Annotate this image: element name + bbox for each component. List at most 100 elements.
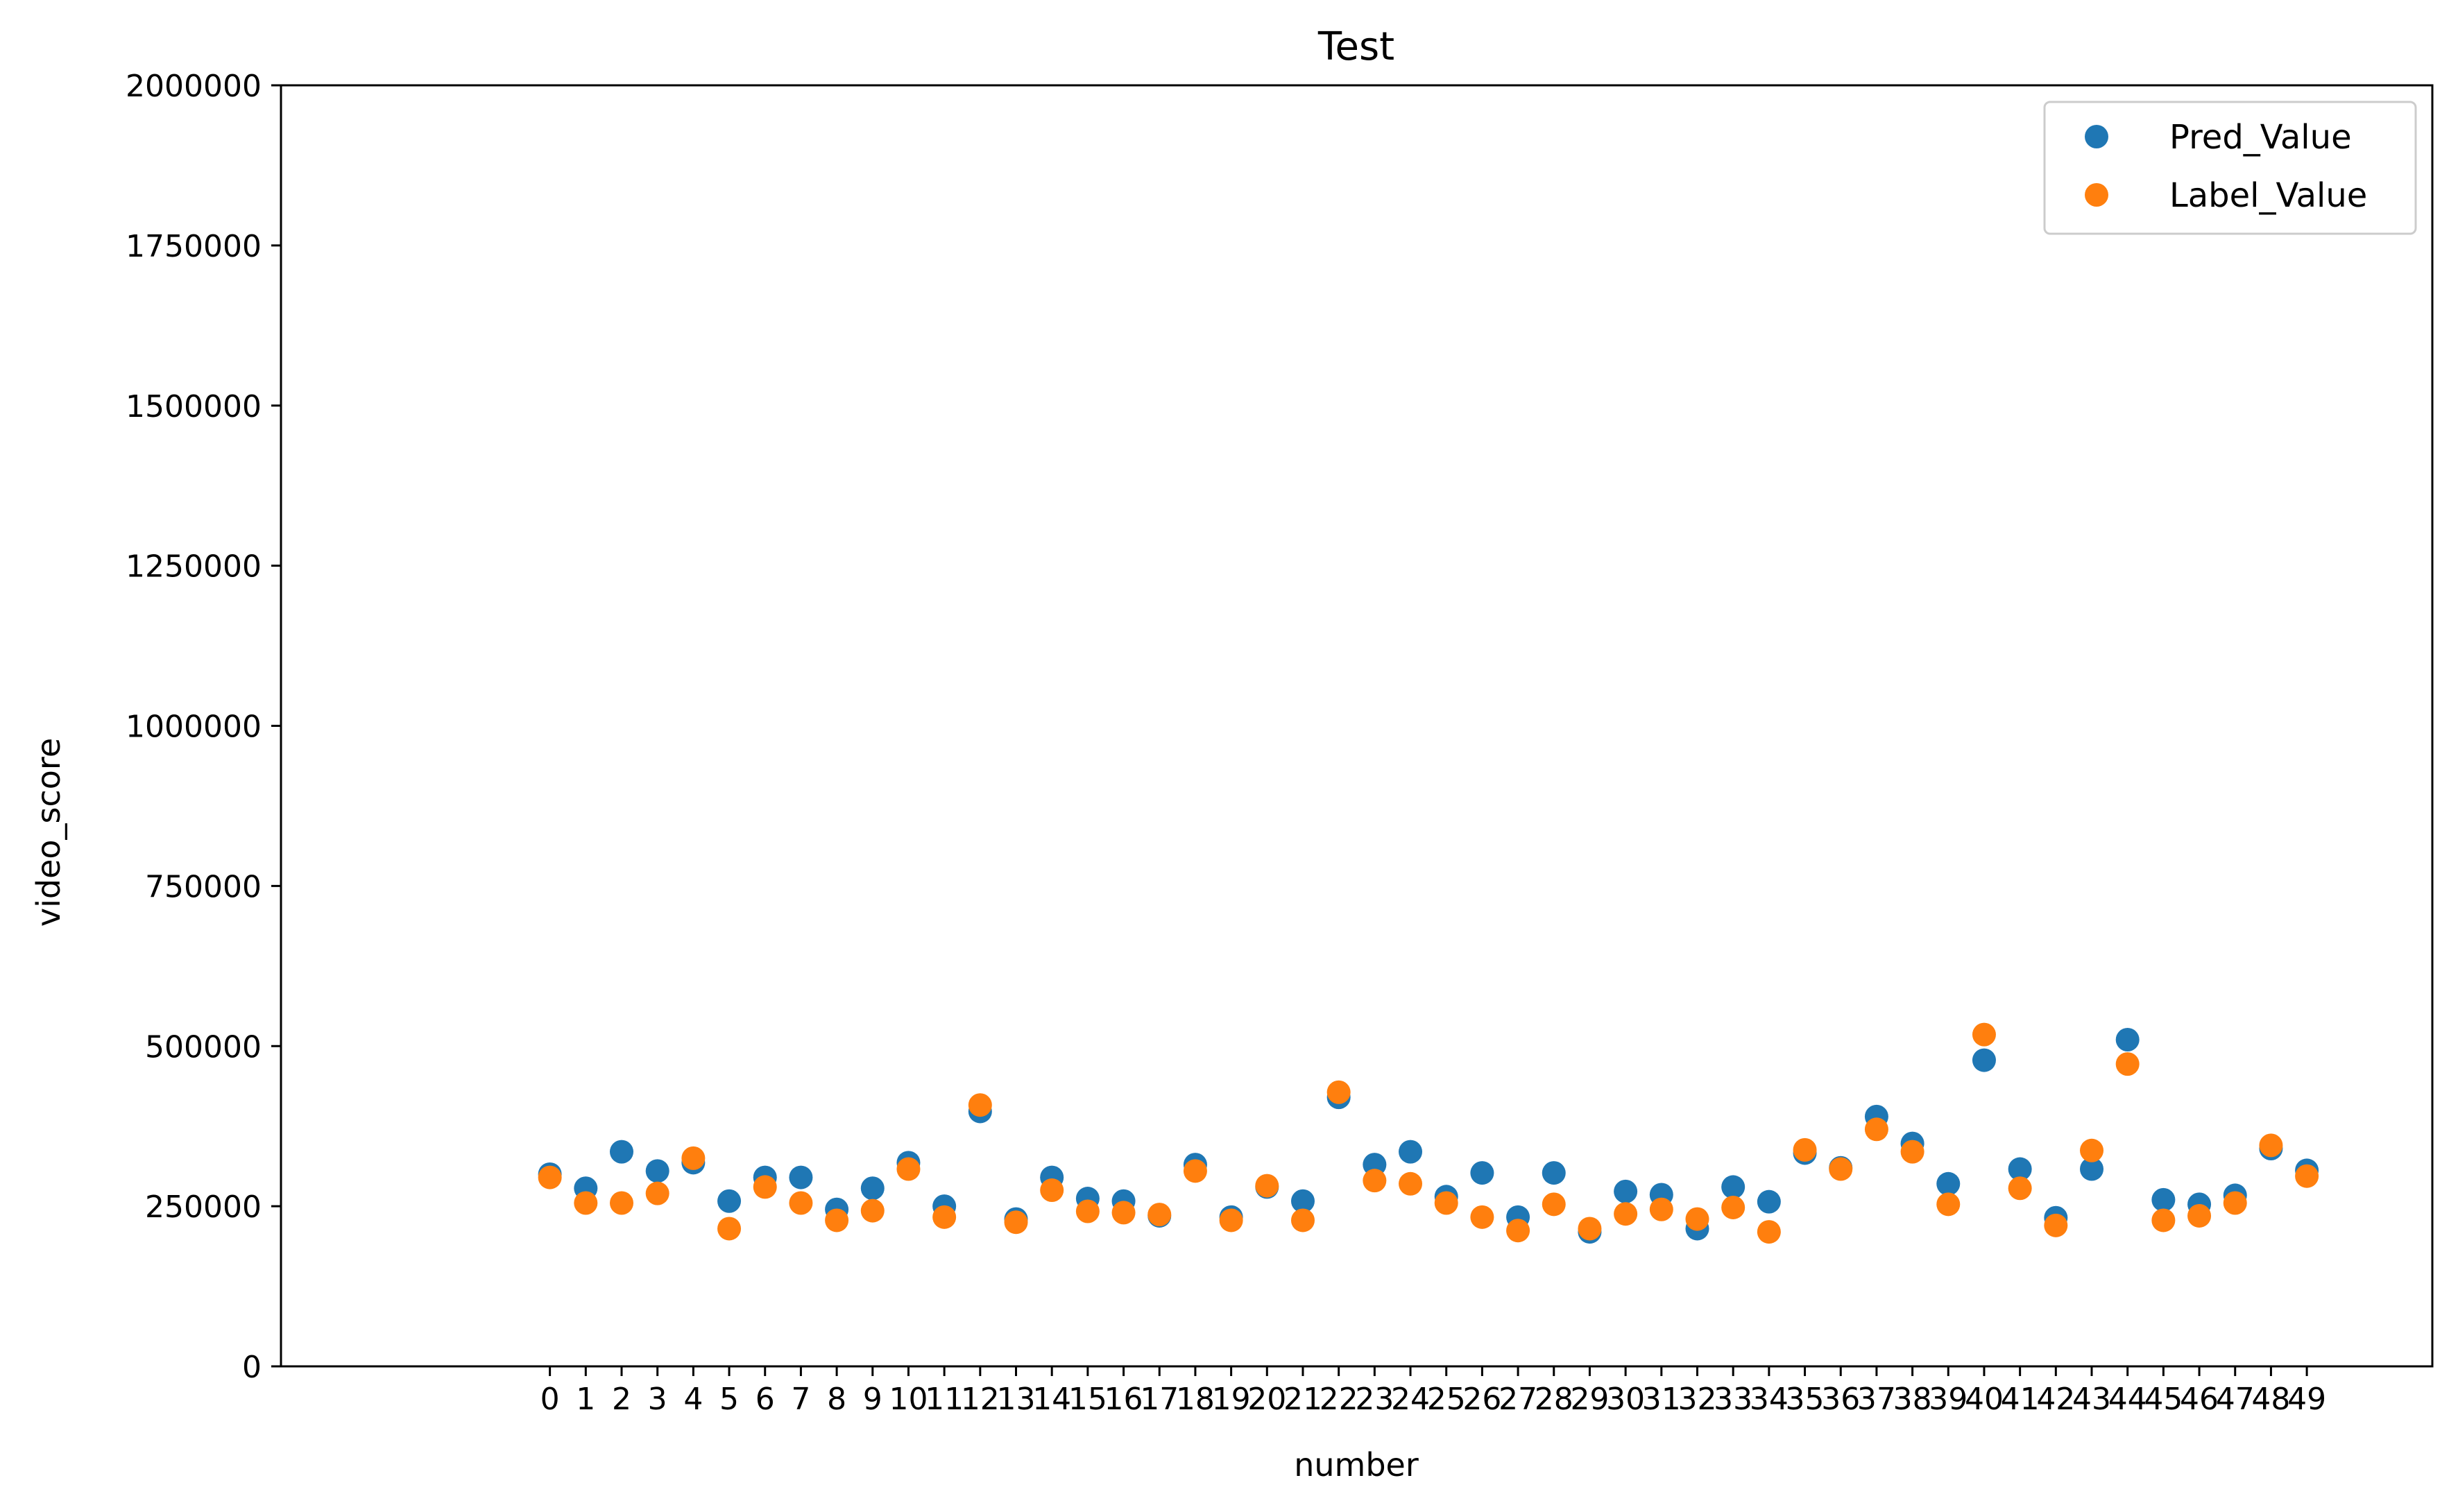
data-point [1721,1195,1746,1219]
x-tick-label: 35 [1786,1382,1825,1417]
data-point [932,1205,957,1229]
data-point [2115,1052,2140,1076]
data-point [753,1175,777,1199]
data-point [1972,1022,1996,1047]
data-point [2115,1028,2140,1052]
x-tick-label: 26 [1462,1382,1501,1417]
data-point [717,1217,742,1241]
data-point [1614,1202,1638,1226]
data-point [1757,1189,1781,1214]
data-point [1470,1161,1494,1185]
data-point [1255,1174,1279,1198]
data-point [1040,1178,1064,1203]
legend-box [2043,101,2417,235]
data-point [1434,1191,1458,1215]
data-point [789,1165,813,1189]
data-point [1649,1197,1673,1221]
data-point [1614,1179,1638,1203]
data-point [645,1181,669,1205]
data-point [2151,1187,2176,1212]
data-points [538,1022,2319,1244]
x-tick-label: 41 [2001,1382,2040,1417]
series-label-value [538,1022,2319,1244]
x-tick-label: 3 [648,1382,667,1417]
data-point [2044,1213,2068,1237]
data-point [2223,1191,2247,1215]
data-point [1399,1140,1423,1164]
x-tick-label: 23 [1355,1382,1394,1417]
y-tick-label: 250000 [145,1189,262,1225]
x-tick-label: 36 [1821,1382,1860,1417]
x-tick-label: 24 [1391,1382,1430,1417]
y-tick-label: 500000 [145,1029,262,1065]
data-point [2008,1176,2032,1201]
x-tick-label: 46 [2180,1382,2219,1417]
data-point [1004,1210,1028,1235]
x-tick-label: 2 [612,1382,631,1417]
x-tick-label: 8 [827,1382,846,1417]
x-tick-label: 11 [925,1382,964,1417]
x-tick-label: 30 [1606,1382,1645,1417]
x-tick-label: 37 [1857,1382,1896,1417]
data-point [609,1191,633,1215]
x-tick-label: 44 [2108,1382,2147,1417]
data-point [1900,1140,1924,1164]
data-point [1936,1192,1961,1217]
data-point [574,1191,598,1215]
x-tick-label: 16 [1104,1382,1143,1417]
data-point [1721,1175,1746,1199]
data-point [789,1191,813,1215]
x-tick-label: 38 [1893,1382,1932,1417]
data-point [1542,1161,1566,1185]
x-axis-ticks: 0 1 2 3 4 5 6 7 8 9 101112131415161718192021222324… [540,1366,2326,1417]
data-point [1111,1201,1136,1225]
x-tick-label: 22 [1320,1382,1358,1417]
plot-area [280,84,2434,1368]
data-point [1147,1203,1172,1227]
data-point [2080,1157,2104,1181]
legend-marker [2085,125,2108,148]
data-point [1506,1219,1530,1243]
data-point [2151,1208,2176,1232]
data-point [1685,1207,1709,1231]
x-tick-label: 39 [1929,1382,1968,1417]
x-tick-label: 14 [1032,1382,1071,1417]
y-tick-label: 0 [242,1350,262,1385]
data-point [1578,1217,1602,1241]
x-tick-label: 49 [2287,1382,2326,1417]
x-tick-label: 34 [1750,1382,1789,1417]
x-tick-label: 31 [1642,1382,1681,1417]
x-tick-label: 15 [1068,1382,1107,1417]
data-point [2080,1138,2104,1162]
x-tick-label: 1 [576,1382,595,1417]
legend-marker [2085,183,2108,207]
data-point [860,1176,885,1201]
x-tick-label: 42 [2036,1382,2075,1417]
y-tick-label: 2000000 [126,69,262,104]
data-point [2295,1164,2319,1188]
x-tick-label: 19 [1212,1382,1251,1417]
data-point [1864,1117,1888,1142]
data-point [2187,1203,2212,1228]
data-point [1290,1208,1315,1232]
x-tick-label: 25 [1427,1382,1466,1417]
data-point [1829,1157,1853,1181]
x-tick-label: 40 [1965,1382,2004,1417]
x-tick-label: 47 [2216,1382,2255,1417]
data-point [860,1199,885,1223]
data-point [609,1140,633,1164]
legend: Pred_Value Label_Value [2043,101,2417,235]
x-tick-label: 9 [863,1382,882,1417]
x-tick-label: 28 [1535,1382,1573,1417]
x-axis-title: number [1294,1446,1419,1484]
x-tick-label: 7 [791,1382,810,1417]
data-point [1936,1171,1961,1196]
y-tick-label: 1000000 [126,710,262,745]
data-point [1363,1169,1387,1193]
data-point [2008,1157,2032,1181]
x-tick-label: 17 [1140,1382,1179,1417]
data-point [1542,1192,1566,1217]
y-axis-ticks: 0 250000 500000 750000 1000000 1250000 1500000… [126,69,281,1385]
data-point [538,1165,562,1189]
